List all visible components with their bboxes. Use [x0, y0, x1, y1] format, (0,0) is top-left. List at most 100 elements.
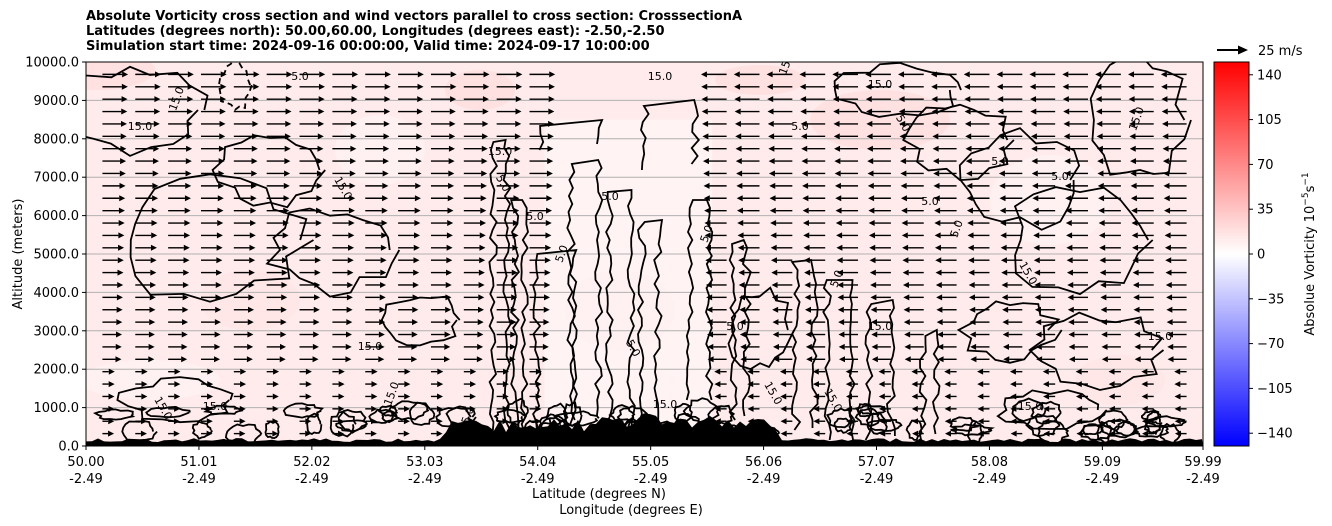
wind-arrowhead-icon — [1100, 306, 1107, 313]
wind-arrowhead-icon — [1162, 145, 1169, 152]
wind-arrowhead-icon — [1134, 343, 1141, 350]
wind-arrowhead-icon — [747, 381, 754, 388]
wind-arrowhead-icon — [838, 331, 845, 338]
wind-arrowhead-icon — [1066, 269, 1073, 276]
wind-arrowhead-icon — [738, 269, 745, 276]
wind-arrowhead-icon — [152, 170, 159, 177]
wind-arrowhead-icon — [415, 158, 422, 165]
wind-arrowhead-icon — [378, 356, 385, 363]
wind-arrowhead-icon — [706, 306, 713, 313]
wind-arrowhead-icon — [315, 220, 322, 227]
wind-arrowhead-icon — [272, 405, 279, 412]
wind-arrowhead-icon — [878, 368, 885, 375]
wind-arrowhead-icon — [1164, 220, 1171, 227]
wind-arrowhead-icon — [1064, 170, 1071, 177]
wind-arrowhead-icon — [513, 195, 520, 202]
wind-arrowhead-icon — [154, 96, 161, 103]
wind-arrowhead-icon — [206, 405, 213, 412]
wind-arrowhead-icon — [779, 368, 786, 375]
wind-arrowhead-icon — [121, 108, 128, 115]
wind-arrowhead-icon — [1067, 281, 1074, 288]
wind-arrowhead-icon — [803, 257, 810, 264]
wind-arrowhead-icon — [1098, 207, 1105, 214]
wind-arrowhead-icon — [879, 418, 886, 425]
wind-arrowhead-icon — [252, 120, 259, 127]
wind-arrowhead-icon — [702, 133, 709, 140]
wind-arrowhead-icon — [249, 244, 256, 251]
wind-arrowhead-icon — [968, 281, 975, 288]
wind-arrowhead-icon — [317, 158, 324, 165]
wind-arrowhead-icon — [318, 120, 325, 127]
wind-arrowhead-icon — [546, 207, 553, 214]
wind-arrowhead-icon — [480, 220, 487, 227]
wind-arrowhead-icon — [446, 244, 453, 251]
wind-arrowhead-icon — [1130, 158, 1137, 165]
wind-arrowhead-icon — [869, 269, 876, 276]
wind-arrowhead-icon — [970, 343, 977, 350]
wind-arrowhead-icon — [282, 244, 289, 251]
wind-arrowhead-icon — [349, 170, 356, 177]
wind-arrowhead-icon — [411, 343, 418, 350]
wind-arrowhead-icon — [141, 418, 148, 425]
wind-arrowhead-icon — [845, 381, 852, 388]
wind-arrowhead-icon — [867, 182, 874, 189]
wind-arrowhead-icon — [481, 145, 488, 152]
wind-arrowhead-icon — [734, 120, 741, 127]
wind-arrowhead-icon — [904, 331, 911, 338]
colorbar-tick-label: −105 — [1257, 382, 1293, 397]
wind-arrowhead-icon — [280, 306, 287, 313]
wind-arrowhead-icon — [186, 108, 193, 115]
y-tick-label: 7000.0 — [34, 171, 80, 186]
wind-arrowhead-icon — [547, 158, 554, 165]
wind-arrowhead-icon — [215, 281, 222, 288]
wind-arrowhead-icon — [865, 96, 872, 103]
wind-arrowhead-icon — [1162, 120, 1169, 127]
wind-arrowhead-icon — [186, 145, 193, 152]
wind-arrowhead-icon — [804, 306, 811, 313]
wind-arrowhead-icon — [997, 96, 1004, 103]
wind-arrowhead-icon — [349, 182, 356, 189]
contour-line — [636, 218, 664, 431]
contour-label: 15.0 — [358, 340, 383, 353]
x-tick-label-lon: -2.49 — [634, 472, 668, 487]
wind-arrowhead-icon — [108, 381, 115, 388]
wind-arrowhead-icon — [185, 158, 192, 165]
wind-arrowhead-icon — [934, 207, 941, 214]
wind-arrowhead-icon — [150, 244, 157, 251]
wind-arrowhead-icon — [800, 133, 807, 140]
wind-arrowhead-icon — [151, 220, 158, 227]
wind-arrowhead-icon — [247, 319, 254, 326]
wind-arrowhead-icon — [185, 182, 192, 189]
wind-arrowhead-icon — [706, 319, 713, 326]
wind-arrowhead-icon — [1131, 207, 1138, 214]
wind-arrowhead-icon — [701, 96, 708, 103]
wind-arrowhead-icon — [535, 405, 542, 412]
wind-arrowhead-icon — [116, 294, 123, 301]
wind-arrowhead-icon — [931, 108, 938, 115]
wind-arrowhead-icon — [250, 207, 257, 214]
wind-arrowhead-icon — [250, 182, 257, 189]
wind-arrowhead-icon — [1100, 319, 1107, 326]
wind-arrowhead-icon — [769, 195, 776, 202]
wind-arrowhead-icon — [281, 269, 288, 276]
wind-arrowhead-icon — [870, 281, 877, 288]
wind-arrowhead-icon — [806, 356, 813, 363]
contour-line — [86, 65, 209, 157]
wind-arrowhead-icon — [514, 145, 521, 152]
wind-arrowhead-icon — [936, 306, 943, 313]
wind-arrowhead-icon — [1109, 418, 1116, 425]
wind-arrowhead-icon — [967, 244, 974, 251]
wind-arrowhead-icon — [305, 405, 312, 412]
wind-arrowhead-icon — [350, 133, 357, 140]
wind-arrowhead-icon — [480, 182, 487, 189]
wind-arrowhead-icon — [836, 269, 843, 276]
wind-arrowhead-icon — [734, 83, 741, 90]
wind-arrowhead-icon — [350, 145, 357, 152]
contour-label: 5.0 — [828, 268, 846, 289]
x-tick-label-lat: 55.05 — [632, 455, 669, 470]
wind-arrowhead-icon — [219, 108, 226, 115]
wind-arrowhead-icon — [546, 170, 553, 177]
y-tick-label: 9000.0 — [34, 94, 80, 109]
wind-arrowhead-icon — [1129, 120, 1136, 127]
wind-arrowhead-icon — [998, 170, 1005, 177]
